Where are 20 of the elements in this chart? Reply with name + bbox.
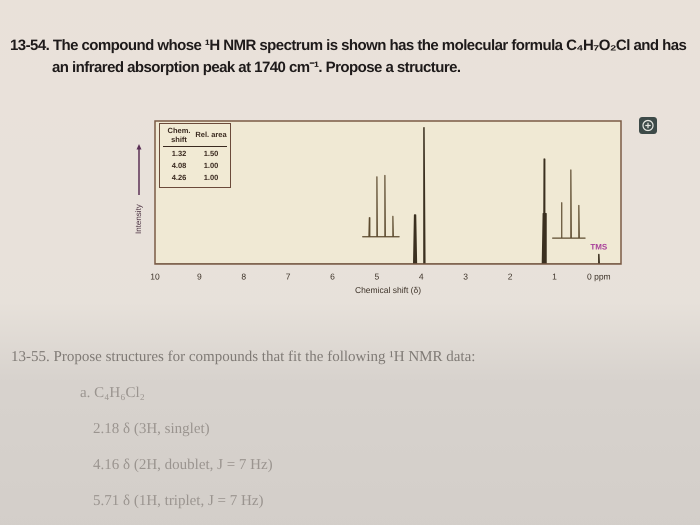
annotation: TMS [590, 242, 608, 252]
x-tick-label: 6 [330, 271, 336, 282]
text: 13-55. Propose structures for compounds that fit the following ¹H NMR data: [11, 348, 476, 367]
chart-title: 13-54. The compound whose ¹H NMR spectrum is shown has the molecular formula C₄H₇O₂Cl and has an infrared absorption peak at 1740 cm⁻¹. Propose a structure. [10, 36, 688, 78]
text: a. C₄H₆Cl₂ [80, 384, 145, 403]
x-tick-label: 1 [552, 271, 558, 282]
x-tick-label: 8 [241, 271, 246, 282]
text: 2.18 δ (3H, singlet) [93, 420, 210, 439]
text: 4.16 δ (2H, doublet, J = 7 Hz) [93, 456, 273, 475]
text: 5.71 δ (1H, triplet, J = 7 Hz) [93, 492, 264, 511]
x-tick-label: 7 [286, 271, 291, 282]
x-tick-label: 3 [463, 271, 468, 282]
x-tick-label: 0 ppm [586, 271, 611, 282]
x-tick-label: 2 [508, 271, 513, 282]
y-axis-title: Intensity [134, 203, 144, 236]
x-tick-label: 5 [374, 271, 380, 282]
x-tick-label: 10 [150, 271, 160, 282]
x-tick-label: 9 [197, 271, 202, 282]
x-axis-title: Chemical shift (δ) [354, 285, 422, 296]
x-tick-label: 4 [418, 271, 424, 282]
